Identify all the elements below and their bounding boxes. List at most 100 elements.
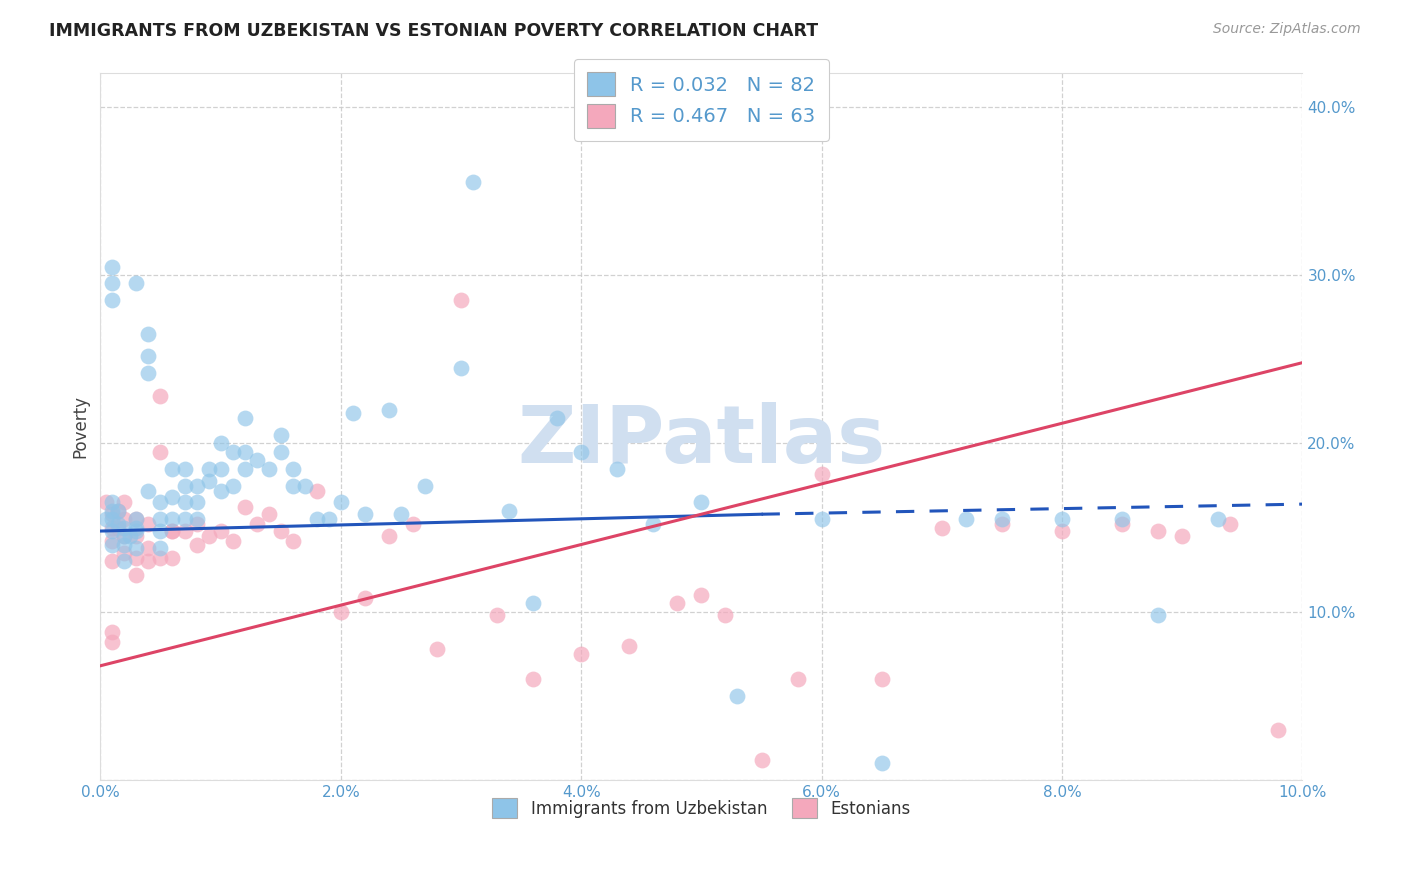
Point [125, 512, 148, 526]
Point [606, 461, 628, 475]
Point [450, 293, 472, 308]
Point [101, 293, 124, 308]
Point [402, 517, 425, 532]
Point [162, 491, 184, 505]
Point [991, 517, 1014, 532]
Point [209, 483, 232, 498]
Legend: Immigrants from Uzbekistan, Estonians: Immigrants from Uzbekistan, Estonians [485, 791, 917, 825]
Point [112, 537, 135, 551]
Point [138, 541, 160, 555]
Point [257, 461, 280, 475]
Point [270, 428, 292, 442]
Point [173, 495, 195, 509]
Point [173, 524, 195, 538]
Point [162, 461, 184, 475]
Point [112, 546, 135, 560]
Point [107, 504, 129, 518]
Point [246, 453, 269, 467]
Point [270, 445, 292, 459]
Point [569, 445, 592, 459]
Point [305, 483, 328, 498]
Point [112, 521, 135, 535]
Point [149, 495, 172, 509]
Point [96, 495, 118, 509]
Point [138, 517, 160, 532]
Text: ZIPatlas: ZIPatlas [517, 401, 886, 480]
Point [233, 411, 256, 425]
Point [125, 541, 148, 555]
Point [1171, 529, 1194, 543]
Point [751, 753, 773, 767]
Point [173, 478, 195, 492]
Point [281, 478, 304, 492]
Point [101, 635, 124, 649]
Point [426, 642, 449, 657]
Point [810, 467, 832, 481]
Point [221, 445, 243, 459]
Point [186, 495, 208, 509]
Point [107, 517, 129, 532]
Point [1111, 512, 1133, 526]
Point [149, 389, 172, 403]
Point [112, 554, 135, 568]
Point [101, 524, 124, 538]
Point [96, 512, 118, 526]
Point [125, 524, 148, 538]
Point [786, 672, 808, 686]
Point [246, 517, 269, 532]
Point [186, 537, 208, 551]
Point [727, 689, 749, 703]
Point [138, 349, 160, 363]
Point [486, 608, 509, 623]
Point [125, 529, 148, 543]
Point [162, 512, 184, 526]
Point [209, 524, 232, 538]
Point [125, 521, 148, 535]
Point [1050, 512, 1073, 526]
Point [522, 597, 544, 611]
Point [870, 756, 893, 771]
Point [101, 260, 124, 274]
Point [329, 605, 352, 619]
Point [162, 524, 184, 538]
Text: IMMIGRANTS FROM UZBEKISTAN VS ESTONIAN POVERTY CORRELATION CHART: IMMIGRANTS FROM UZBEKISTAN VS ESTONIAN P… [49, 22, 818, 40]
Point [149, 524, 172, 538]
Point [353, 591, 375, 606]
Point [101, 495, 124, 509]
Point [714, 608, 737, 623]
Point [209, 461, 232, 475]
Point [690, 588, 713, 602]
Point [125, 551, 148, 566]
Point [342, 406, 364, 420]
Text: Source: ZipAtlas.com: Source: ZipAtlas.com [1213, 22, 1361, 37]
Point [125, 277, 148, 291]
Point [138, 483, 160, 498]
Point [643, 517, 665, 532]
Point [810, 512, 832, 526]
Point [112, 529, 135, 543]
Point [101, 507, 124, 521]
Point [1147, 524, 1170, 538]
Point [101, 534, 124, 549]
Point [353, 507, 375, 521]
Point [197, 529, 219, 543]
Point [329, 495, 352, 509]
Point [101, 625, 124, 640]
Point [569, 647, 592, 661]
Point [112, 512, 135, 526]
Point [125, 512, 148, 526]
Point [955, 512, 977, 526]
Point [138, 366, 160, 380]
Point [378, 529, 401, 543]
Y-axis label: Poverty: Poverty [72, 395, 89, 458]
Point [186, 512, 208, 526]
Point [138, 554, 160, 568]
Point [149, 445, 172, 459]
Point [173, 512, 195, 526]
Point [233, 461, 256, 475]
Point [101, 504, 124, 518]
Point [186, 517, 208, 532]
Point [101, 277, 124, 291]
Point [1208, 512, 1230, 526]
Point [101, 554, 124, 568]
